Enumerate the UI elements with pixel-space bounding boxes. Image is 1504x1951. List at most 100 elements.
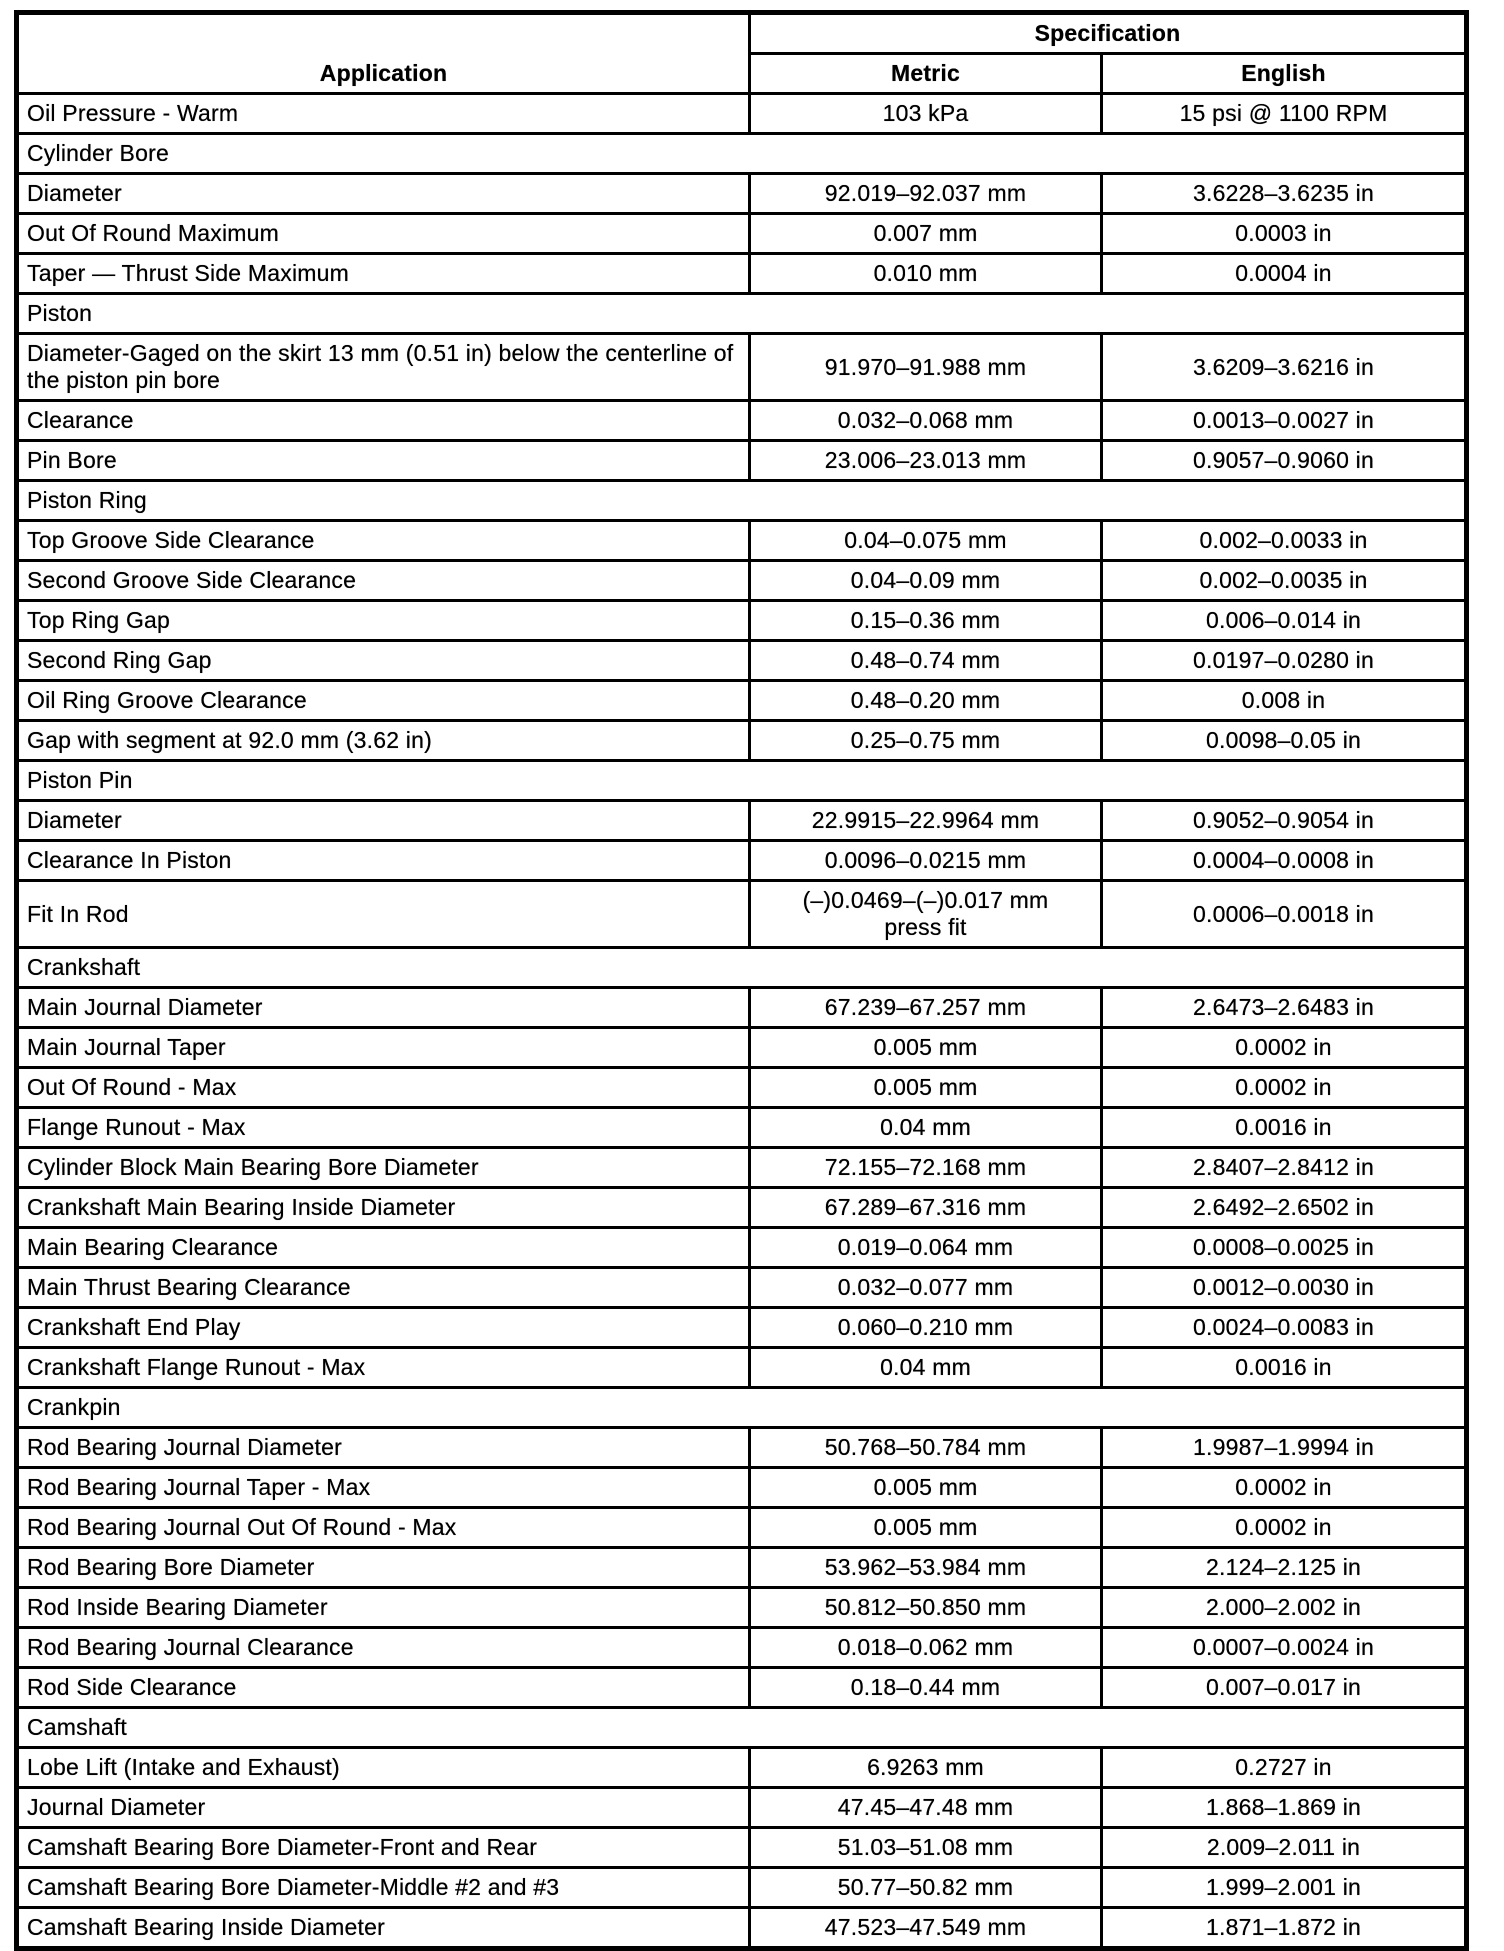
- engine-specifications-table: Application Specification Metric English…: [14, 10, 1469, 1951]
- english-value: 0.0012–0.0030 in: [1100, 1266, 1468, 1309]
- english-value: 2.6492–2.6502 in: [1100, 1186, 1468, 1229]
- application-label: Fit In Rod: [15, 879, 751, 949]
- section-label: Piston Ring: [15, 479, 1468, 522]
- english-value: 0.002–0.0033 in: [1100, 519, 1468, 562]
- english-value: 2.000–2.002 in: [1100, 1586, 1468, 1629]
- english-value: 0.0024–0.0083 in: [1100, 1306, 1468, 1349]
- section-row: Crankshaft: [15, 946, 1468, 989]
- english-value: 1.868–1.869 in: [1100, 1786, 1468, 1829]
- metric-value: 50.768–50.784 mm: [748, 1426, 1103, 1469]
- application-label: Camshaft Bearing Inside Diameter: [15, 1906, 751, 1950]
- application-label: Rod Bearing Journal Taper - Max: [15, 1466, 751, 1509]
- metric-value: 50.77–50.82 mm: [748, 1866, 1103, 1909]
- application-label: Rod Bearing Journal Clearance: [15, 1626, 751, 1669]
- spec-row: Diameter 92.019–92.037 mm 3.6228–3.6235 in: [15, 172, 1468, 215]
- english-value: 0.0197–0.0280 in: [1100, 639, 1468, 682]
- application-label: Clearance: [15, 399, 751, 442]
- spec-row: Camshaft Bearing Bore Diameter-Middle #2…: [15, 1866, 1468, 1909]
- spec-row: Top Groove Side Clearance 0.04–0.075 mm 0.…: [15, 519, 1468, 562]
- english-value: 2.6473–2.6483 in: [1100, 986, 1468, 1029]
- english-value: 2.124–2.125 in: [1100, 1546, 1468, 1589]
- application-label: Crankshaft Flange Runout - Max: [15, 1346, 751, 1389]
- metric-value: 0.005 mm: [748, 1066, 1103, 1109]
- application-label: Cylinder Block Main Bearing Bore Diamete…: [15, 1146, 751, 1189]
- english-value: 0.007–0.017 in: [1100, 1666, 1468, 1709]
- application-label: Camshaft Bearing Bore Diameter-Middle #2…: [15, 1866, 751, 1909]
- header-row-units: Metric English: [17, 52, 1468, 95]
- section-row: Camshaft: [15, 1706, 1468, 1749]
- application-label: Main Bearing Clearance: [15, 1226, 751, 1269]
- application-label: Gap with segment at 92.0 mm (3.62 in): [15, 719, 751, 762]
- application-label: Out Of Round - Max: [15, 1066, 751, 1109]
- application-label: Rod Side Clearance: [15, 1666, 751, 1709]
- section-label: Camshaft: [15, 1706, 1468, 1749]
- metric-value: 0.010 mm: [748, 252, 1103, 295]
- application-label: Diameter: [15, 172, 751, 215]
- spec-table-body: Oil Pressure - Warm 103 kPa 15 psi @ 1100 …: [15, 92, 1468, 1950]
- english-value: 0.0003 in: [1100, 212, 1468, 255]
- application-label: Second Groove Side Clearance: [15, 559, 751, 602]
- english-value: 0.002–0.0035 in: [1100, 559, 1468, 602]
- section-row: Piston: [15, 292, 1468, 335]
- metric-value: 47.523–47.549 mm: [748, 1906, 1103, 1950]
- section-label: Cylinder Bore: [15, 132, 1468, 175]
- english-value: 0.0016 in: [1100, 1346, 1468, 1389]
- spec-row: Second Ring Gap 0.48–0.74 mm 0.0197–0.0280…: [15, 639, 1468, 682]
- spec-row: Pin Bore 23.006–23.013 mm 0.9057–0.9060 in: [15, 439, 1468, 482]
- metric-value: 0.48–0.20 mm: [748, 679, 1103, 722]
- spec-row: Cylinder Block Main Bearing Bore Diamete…: [15, 1146, 1468, 1189]
- spec-row: Lobe Lift (Intake and Exhaust) 6.9263 mm 0…: [15, 1746, 1468, 1789]
- spec-row: Rod Bearing Bore Diameter 53.962–53.984 m…: [15, 1546, 1468, 1589]
- section-label: Piston: [15, 292, 1468, 335]
- metric-value: 0.032–0.068 mm: [748, 399, 1103, 442]
- metric-value: 6.9263 mm: [748, 1746, 1103, 1789]
- spec-row: Camshaft Bearing Bore Diameter-Front and…: [15, 1826, 1468, 1869]
- english-value: 0.006–0.014 in: [1100, 599, 1468, 642]
- metric-value: 67.239–67.257 mm: [748, 986, 1103, 1029]
- metric-value: 0.032–0.077 mm: [748, 1266, 1103, 1309]
- english-value: 0.0002 in: [1100, 1066, 1468, 1109]
- metric-value: 0.04 mm: [748, 1106, 1103, 1149]
- english-value: 0.0098–0.05 in: [1100, 719, 1468, 762]
- english-value: 15 psi @ 1100 RPM: [1100, 92, 1468, 135]
- metric-value: 0.48–0.74 mm: [748, 639, 1103, 682]
- specification-column-group-header: Specification: [748, 11, 1468, 55]
- spec-row: Oil Ring Groove Clearance 0.48–0.20 mm 0.0…: [15, 679, 1468, 722]
- spec-row: Crankshaft End Play 0.060–0.210 mm 0.0024–…: [15, 1306, 1468, 1349]
- metric-value: 0.0096–0.0215 mm: [748, 839, 1103, 882]
- metric-value: 0.04–0.075 mm: [748, 519, 1103, 562]
- english-value: 0.2727 in: [1100, 1746, 1468, 1789]
- metric-value: 0.005 mm: [748, 1026, 1103, 1069]
- metric-value: 53.962–53.984 mm: [748, 1546, 1103, 1589]
- application-label: Crankshaft Main Bearing Inside Diameter: [15, 1186, 751, 1229]
- section-row: Crankpin: [15, 1386, 1468, 1429]
- english-value: 1.9987–1.9994 in: [1100, 1426, 1468, 1469]
- spec-row: Second Groove Side Clearance 0.04–0.09 mm…: [15, 559, 1468, 602]
- metric-value: 0.04–0.09 mm: [748, 559, 1103, 602]
- spec-row: Rod Bearing Journal Taper - Max 0.005 mm 0…: [15, 1466, 1468, 1509]
- section-label: Crankshaft: [15, 946, 1468, 989]
- spec-row: Top Ring Gap 0.15–0.36 mm 0.006–0.014 in: [15, 599, 1468, 642]
- metric-value: 0.007 mm: [748, 212, 1103, 255]
- spec-row: Oil Pressure - Warm 103 kPa 15 psi @ 1100 …: [15, 92, 1468, 135]
- spec-row: Main Journal Taper 0.005 mm 0.0002 in: [15, 1026, 1468, 1069]
- application-label: Diameter-Gaged on the skirt 13 mm (0.51 …: [15, 332, 751, 402]
- spec-table-header: Application Specification Metric English: [15, 11, 1468, 95]
- metric-value: 72.155–72.168 mm: [748, 1146, 1103, 1189]
- english-value: 0.0004 in: [1100, 252, 1468, 295]
- english-value: 1.999–2.001 in: [1100, 1866, 1468, 1909]
- metric-value: 0.019–0.064 mm: [748, 1226, 1103, 1269]
- english-value: 0.0002 in: [1100, 1506, 1468, 1549]
- application-label: Oil Pressure - Warm: [15, 92, 751, 135]
- english-value: 0.0002 in: [1100, 1466, 1468, 1509]
- english-value: 0.0007–0.0024 in: [1100, 1626, 1468, 1669]
- application-label: Clearance In Piston: [15, 839, 751, 882]
- spec-row: Gap with segment at 92.0 mm (3.62 in) 0.2…: [15, 719, 1468, 762]
- spec-row: Out Of Round Maximum 0.007 mm 0.0003 in: [15, 212, 1468, 255]
- application-label: Out Of Round Maximum: [15, 212, 751, 255]
- application-label: Second Ring Gap: [15, 639, 751, 682]
- metric-value: 23.006–23.013 mm: [748, 439, 1103, 482]
- metric-value: 0.018–0.062 mm: [748, 1626, 1103, 1669]
- spec-row: Rod Bearing Journal Clearance 0.018–0.062…: [15, 1626, 1468, 1669]
- application-label: Taper — Thrust Side Maximum: [15, 252, 751, 295]
